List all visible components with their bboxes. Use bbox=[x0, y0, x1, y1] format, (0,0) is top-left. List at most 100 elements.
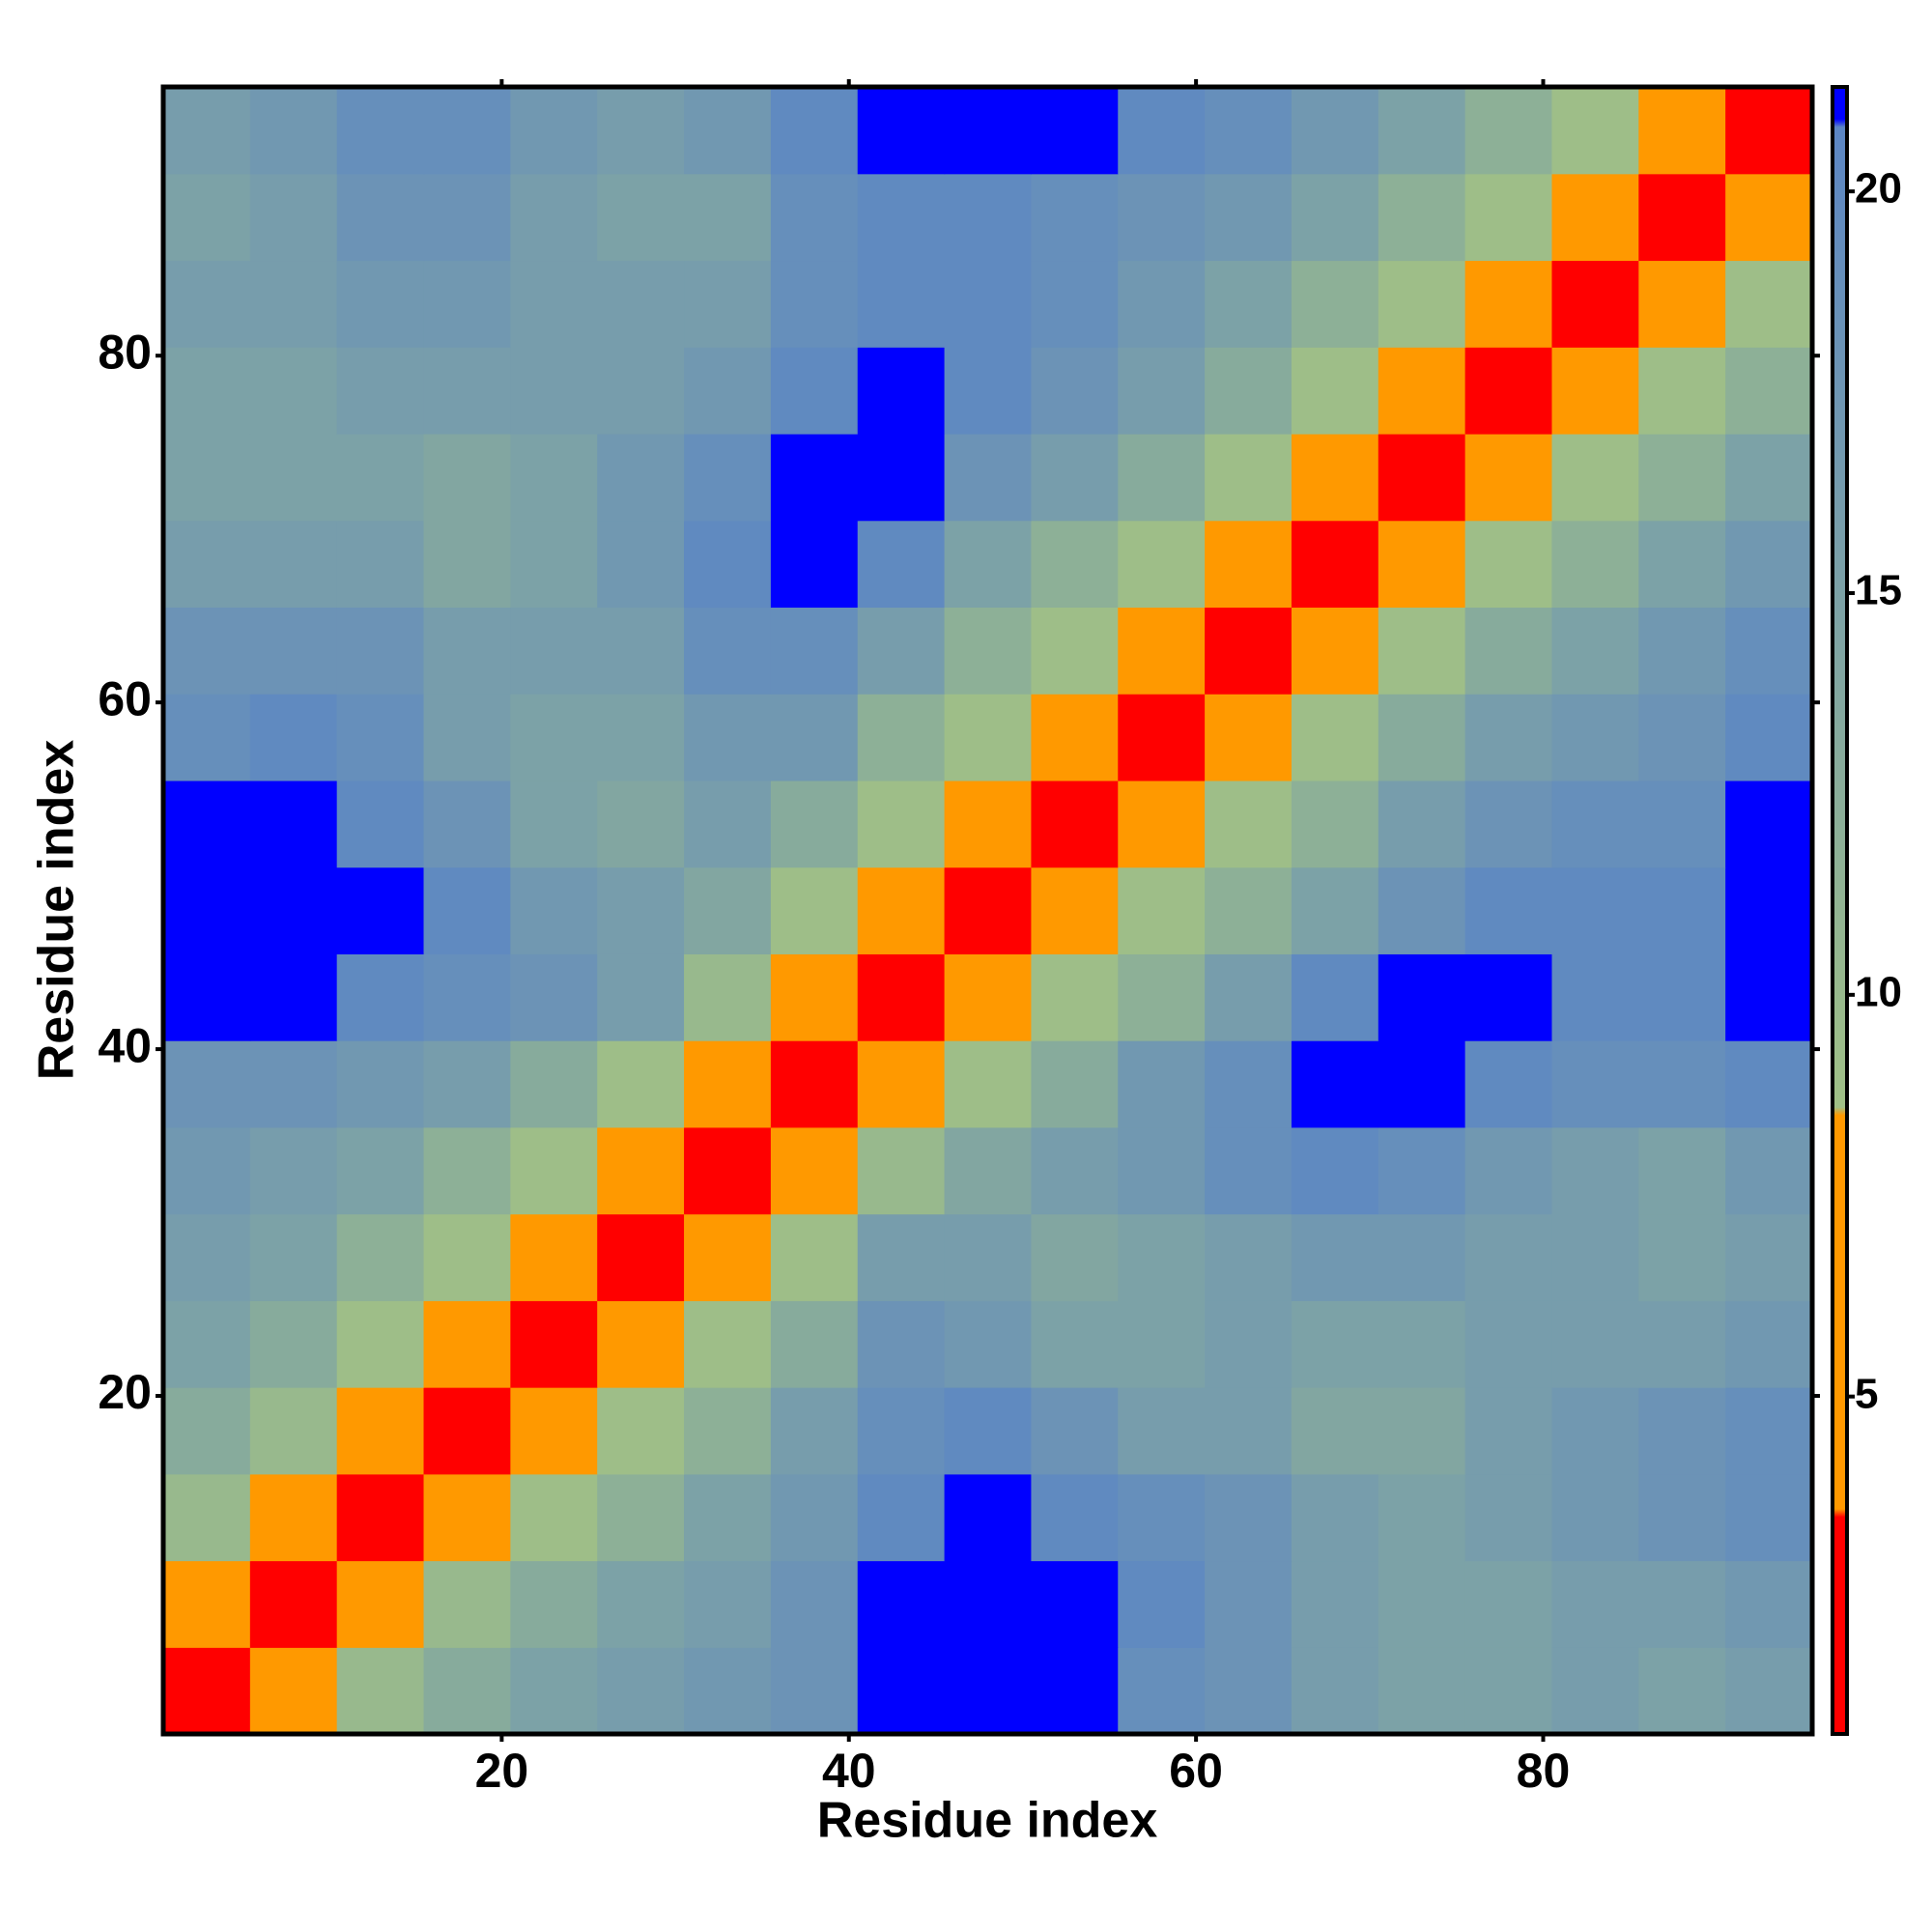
heatmap-cell bbox=[249, 87, 338, 175]
heatmap-cell bbox=[510, 780, 598, 868]
heatmap-cell bbox=[597, 953, 685, 1041]
heatmap-cell bbox=[857, 347, 946, 435]
heatmap-cell bbox=[510, 1647, 598, 1735]
heatmap-cell bbox=[336, 1040, 425, 1128]
heatmap-cell bbox=[1725, 780, 1813, 868]
heatmap-cell bbox=[857, 173, 946, 262]
heatmap-cell bbox=[1378, 1126, 1466, 1215]
heatmap-cell bbox=[163, 1647, 251, 1735]
heatmap-cell bbox=[1031, 433, 1119, 522]
heatmap-cell bbox=[249, 607, 338, 695]
heatmap-cell bbox=[944, 1647, 1033, 1735]
heatmap-cell bbox=[684, 1647, 772, 1735]
heatmap-cell bbox=[1378, 520, 1466, 609]
heatmap-cell bbox=[770, 520, 859, 609]
heatmap-cell bbox=[684, 433, 772, 522]
heatmap-cell bbox=[684, 607, 772, 695]
heatmap-cell bbox=[944, 260, 1033, 348]
heatmap-cell bbox=[684, 1473, 772, 1562]
heatmap-cell bbox=[510, 694, 598, 781]
heatmap-cell bbox=[1378, 1040, 1466, 1128]
heatmap-cell bbox=[1638, 953, 1726, 1041]
heatmap-cell bbox=[944, 173, 1033, 262]
heatmap-cell bbox=[1725, 1647, 1813, 1735]
heatmap-cell bbox=[1031, 780, 1119, 868]
heatmap-cell bbox=[1378, 433, 1466, 522]
heatmap-cell bbox=[249, 1126, 338, 1215]
heatmap-cell bbox=[163, 433, 251, 522]
heatmap-cell bbox=[1551, 347, 1639, 435]
heatmap-cell bbox=[249, 867, 338, 954]
heatmap-cell bbox=[857, 1647, 946, 1735]
heatmap-cell bbox=[163, 1213, 251, 1301]
heatmap-cell bbox=[1118, 520, 1206, 609]
heatmap-cell bbox=[597, 1126, 685, 1215]
heatmap-cell bbox=[423, 1213, 511, 1301]
heatmap-cell bbox=[944, 520, 1033, 609]
x-tick-label: 60 bbox=[1169, 1744, 1223, 1798]
heatmap-cell bbox=[336, 607, 425, 695]
heatmap-cell bbox=[1378, 953, 1466, 1041]
heatmap-cell bbox=[249, 1300, 338, 1388]
heatmap-cell bbox=[1291, 1560, 1379, 1648]
heatmap-cell bbox=[770, 780, 859, 868]
heatmap-cell bbox=[423, 347, 511, 435]
heatmap-cell bbox=[857, 867, 946, 954]
heatmap-cell bbox=[1378, 867, 1466, 954]
heatmap-cell bbox=[944, 694, 1033, 781]
heatmap-cell bbox=[1031, 260, 1119, 348]
heatmap-cell bbox=[1725, 1473, 1813, 1562]
heatmap-cell bbox=[1725, 607, 1813, 695]
heatmap-cell bbox=[770, 1300, 859, 1388]
heatmap-cell bbox=[1464, 1387, 1553, 1475]
heatmap-cell bbox=[336, 694, 425, 781]
heatmap-cell bbox=[1638, 1387, 1726, 1475]
heatmap-cell bbox=[1551, 87, 1639, 175]
heatmap-cell bbox=[1118, 347, 1206, 435]
heatmap-cell bbox=[1551, 694, 1639, 781]
heatmap-cell bbox=[336, 260, 425, 348]
heatmap-cell bbox=[1031, 1473, 1119, 1562]
heatmap-cell bbox=[1205, 607, 1293, 695]
heatmap-cell bbox=[770, 694, 859, 781]
heatmap-cell bbox=[1118, 694, 1206, 781]
heatmap-cell bbox=[249, 1040, 338, 1128]
heatmap-cell bbox=[1551, 780, 1639, 868]
heatmap-cell bbox=[770, 433, 859, 522]
heatmap-cell bbox=[423, 1473, 511, 1562]
heatmap-cell bbox=[944, 347, 1033, 435]
heatmap-cell bbox=[1031, 607, 1119, 695]
heatmap-cell bbox=[1291, 953, 1379, 1041]
heatmap-cell bbox=[163, 1560, 251, 1648]
heatmap-cell bbox=[857, 607, 946, 695]
heatmap-cell bbox=[1378, 780, 1466, 868]
heatmap-cell bbox=[1118, 1647, 1206, 1735]
heatmap-cell bbox=[857, 87, 946, 175]
heatmap-cell bbox=[423, 607, 511, 695]
heatmap-cell bbox=[336, 1647, 425, 1735]
heatmap-cell bbox=[597, 260, 685, 348]
x-tick-label: 40 bbox=[822, 1744, 876, 1798]
heatmap-cell bbox=[1031, 1126, 1119, 1215]
heatmap-cell bbox=[857, 1213, 946, 1301]
heatmap-cell bbox=[857, 520, 946, 609]
heatmap-cell bbox=[510, 1040, 598, 1128]
heatmap-cell bbox=[336, 953, 425, 1041]
heatmap-cell bbox=[423, 260, 511, 348]
heatmap-cell bbox=[423, 1126, 511, 1215]
heatmap-cell bbox=[944, 953, 1033, 1041]
heatmap-cell bbox=[1551, 867, 1639, 954]
heatmap-cell bbox=[1464, 1300, 1553, 1388]
heatmap-cell bbox=[597, 780, 685, 868]
heatmap-cell bbox=[1638, 1126, 1726, 1215]
heatmap-cell bbox=[1291, 1647, 1379, 1735]
heatmap-cell bbox=[770, 1647, 859, 1735]
heatmap-cell bbox=[1638, 1473, 1726, 1562]
heatmap-cell bbox=[1725, 347, 1813, 435]
heatmap-cell bbox=[857, 260, 946, 348]
heatmap-cell bbox=[1118, 1040, 1206, 1128]
heatmap-cell bbox=[423, 433, 511, 522]
heatmap-cell bbox=[597, 433, 685, 522]
heatmap-cell bbox=[163, 1300, 251, 1388]
heatmap-cell bbox=[1031, 520, 1119, 609]
